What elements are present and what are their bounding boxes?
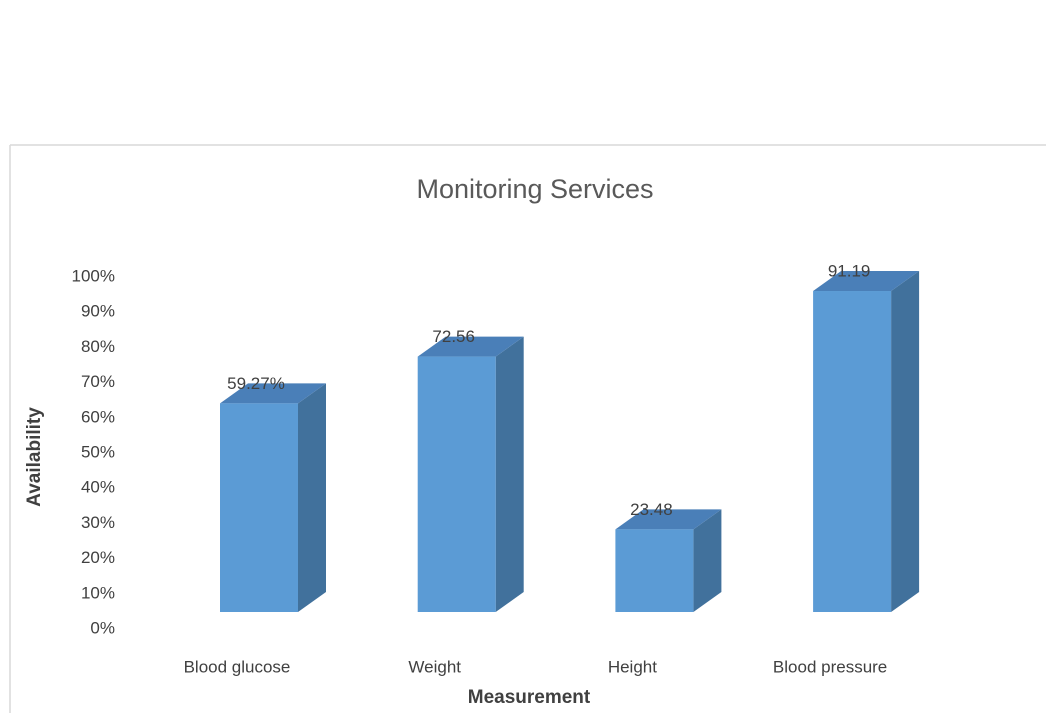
bar-side <box>891 271 920 612</box>
bar-top <box>813 271 920 292</box>
chart-title: Monitoring Services <box>416 174 653 204</box>
y-tick-label: 80% <box>81 337 115 356</box>
y-tick-label: 20% <box>81 548 115 567</box>
y-tick-label: 60% <box>81 407 115 426</box>
bar-top <box>615 509 722 530</box>
bar-top <box>220 383 326 404</box>
bar <box>220 403 298 612</box>
y-tick-label: 0% <box>90 618 115 637</box>
x-tick-label: Height <box>608 657 657 676</box>
y-tick-label: 40% <box>81 478 115 497</box>
y-axis-title: Availability <box>24 407 45 507</box>
bar-side <box>693 509 722 612</box>
x-tick-label: Blood glucose <box>184 657 291 676</box>
x-tick-label: Blood pressure <box>773 657 887 676</box>
data-label: 72.56 <box>432 327 475 346</box>
x-tick-label: Weight <box>408 657 461 676</box>
bar-side <box>495 336 524 612</box>
y-tick-label: 100% <box>72 266 115 285</box>
data-label: 23.48 <box>630 500 673 519</box>
bar <box>417 356 496 612</box>
data-label: 91.19 <box>828 261 871 280</box>
y-tick-label: 70% <box>81 372 115 391</box>
y-tick-label: 90% <box>81 302 115 321</box>
x-axis-title: Measurement <box>468 687 591 708</box>
bar <box>615 529 694 612</box>
y-tick-label: 10% <box>81 583 115 602</box>
data-label: 59.27% <box>227 374 285 393</box>
bar-side <box>298 383 326 612</box>
bar <box>813 291 892 612</box>
y-tick-label: 50% <box>81 442 115 461</box>
bar-top <box>417 336 524 357</box>
y-tick-label: 30% <box>81 513 115 532</box>
